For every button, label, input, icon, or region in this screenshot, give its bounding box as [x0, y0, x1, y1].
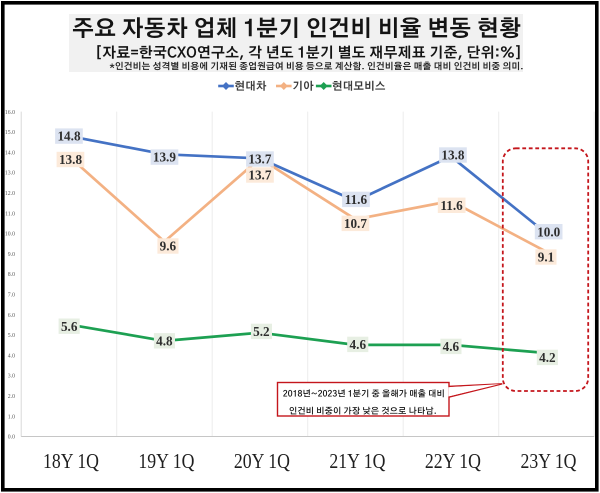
svg-text:12.0: 12.0 [5, 191, 15, 197]
svg-text:9.0: 9.0 [8, 252, 15, 258]
svg-text:5.2: 5.2 [253, 324, 270, 339]
svg-text:23Y 1Q: 23Y 1Q [521, 449, 577, 473]
svg-text:4.6: 4.6 [443, 339, 460, 354]
svg-text:22Y 1Q: 22Y 1Q [425, 449, 481, 473]
svg-text:7.0: 7.0 [8, 293, 15, 299]
svg-text:14.0: 14.0 [5, 150, 15, 156]
svg-text:10.7: 10.7 [344, 216, 367, 231]
svg-text:11.6: 11.6 [345, 192, 368, 207]
svg-text:4.0: 4.0 [8, 353, 15, 359]
svg-text:19Y 1Q: 19Y 1Q [138, 449, 194, 473]
svg-text:3.0: 3.0 [8, 374, 15, 380]
svg-text:18Y 1Q: 18Y 1Q [43, 449, 99, 473]
svg-text:4.6: 4.6 [350, 337, 367, 352]
svg-text:13.8: 13.8 [441, 148, 464, 163]
svg-text:20Y 1Q: 20Y 1Q [234, 449, 290, 473]
svg-text:15.0: 15.0 [5, 130, 15, 136]
svg-text:9.1: 9.1 [538, 250, 554, 265]
svg-text:13.7: 13.7 [248, 168, 271, 183]
svg-text:10.0: 10.0 [5, 232, 15, 238]
svg-text:6.0: 6.0 [8, 313, 15, 319]
svg-text:9.6: 9.6 [160, 239, 177, 254]
svg-text:14.8: 14.8 [57, 129, 80, 144]
svg-text:13.0: 13.0 [5, 171, 15, 177]
svg-text:4.2: 4.2 [539, 350, 556, 365]
svg-text:8.0: 8.0 [8, 272, 15, 278]
svg-text:13.9: 13.9 [153, 150, 176, 165]
svg-text:5.0: 5.0 [8, 333, 15, 339]
svg-text:2.0: 2.0 [8, 394, 15, 400]
svg-text:16.0: 16.0 [5, 110, 15, 116]
svg-text:10.0: 10.0 [537, 224, 560, 239]
svg-text:13.7: 13.7 [248, 152, 271, 167]
svg-text:13.8: 13.8 [59, 152, 82, 167]
svg-text:0.0: 0.0 [8, 435, 15, 441]
svg-text:1.0: 1.0 [8, 414, 15, 420]
svg-text:5.6: 5.6 [61, 319, 78, 334]
svg-text:11.0: 11.0 [5, 211, 15, 217]
svg-text:21Y 1Q: 21Y 1Q [329, 449, 385, 473]
svg-text:4.8: 4.8 [156, 333, 173, 348]
svg-text:11.6: 11.6 [440, 198, 463, 213]
